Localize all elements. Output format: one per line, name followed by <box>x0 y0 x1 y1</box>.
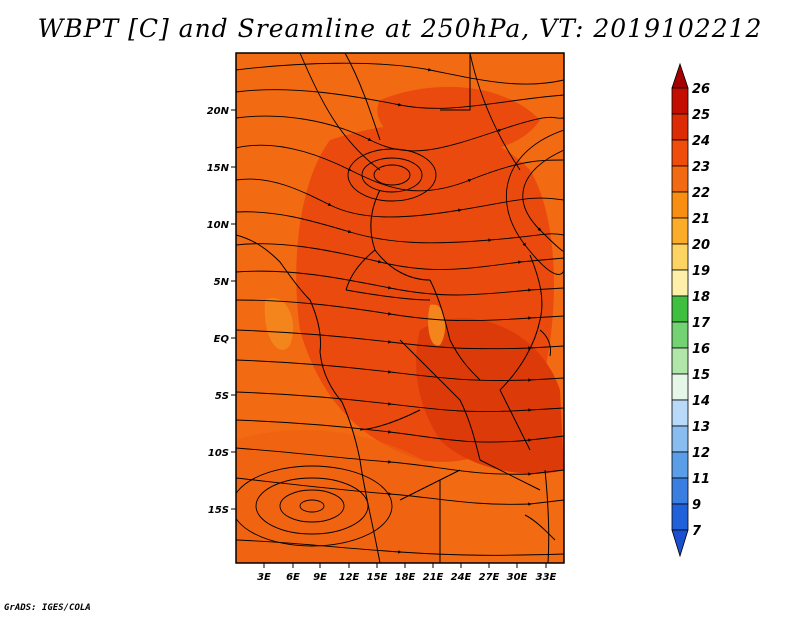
colorbar-label: 17 <box>692 316 711 331</box>
colorbar-top-arrow <box>671 62 689 89</box>
colorbar-swatch <box>671 477 689 505</box>
lat-label: 5N <box>214 277 230 288</box>
country-borders <box>236 53 556 563</box>
map-frame <box>235 52 565 564</box>
lon-label: 15E <box>367 572 388 583</box>
colorbar-swatch <box>671 451 689 479</box>
colorbar-label: 25 <box>692 108 710 123</box>
colorbar-swatch <box>671 87 689 115</box>
lat-label: 10N <box>207 220 230 231</box>
colorbar-swatch <box>671 243 689 271</box>
lat-label: 5S <box>215 391 229 402</box>
longitude-axis <box>263 563 547 568</box>
colorbar-swatch <box>671 217 689 245</box>
colorbar-swatch <box>671 295 689 323</box>
colorbar-label: 22 <box>692 186 710 201</box>
colorbar-label: 7 <box>692 524 702 539</box>
colorbar-swatch <box>671 165 689 193</box>
colorbar-bottom-arrow <box>671 529 689 558</box>
lon-label: 33E <box>536 572 557 583</box>
lon-label: 21E <box>423 572 444 583</box>
lon-label: 24E <box>451 572 472 583</box>
colorbar-swatch <box>671 425 689 453</box>
lon-label: 9E <box>313 572 327 583</box>
colorbar-label: 12 <box>692 446 710 461</box>
colorbar-swatch <box>671 321 689 349</box>
colorbar-label: 18 <box>692 290 710 305</box>
latitude-axis <box>231 109 236 510</box>
lon-label: 6E <box>286 572 300 583</box>
colorbar-swatch <box>671 113 689 141</box>
lon-label: 3E <box>257 572 271 583</box>
grads-credit: GrADS: IGES/COLA <box>4 603 91 613</box>
lat-label: 20N <box>207 106 230 117</box>
streamlines <box>236 53 564 556</box>
lat-label: EQ <box>214 334 230 345</box>
colorbar-label: 13 <box>692 420 710 435</box>
lat-label: 10S <box>208 448 229 459</box>
colorbar-label: 20 <box>692 238 710 253</box>
colorbar-swatch <box>671 347 689 375</box>
lon-label: 18E <box>395 572 416 583</box>
wbpt-light-patch <box>264 298 294 350</box>
colorbar-swatch <box>671 373 689 401</box>
colorbar-label: 24 <box>692 134 710 149</box>
map-panel <box>236 53 564 563</box>
colorbar-label: 14 <box>692 394 710 409</box>
colorbar-label: 16 <box>692 342 710 357</box>
colorbar-swatch <box>671 503 689 531</box>
colorbar <box>671 62 689 558</box>
colorbar-swatch <box>671 269 689 297</box>
lat-label: 15N <box>207 163 230 174</box>
colorbar-swatch <box>671 399 689 427</box>
colorbar-swatch <box>671 139 689 167</box>
colorbar-label: 19 <box>692 264 710 279</box>
lon-label: 12E <box>339 572 360 583</box>
colorbar-label: 26 <box>692 82 710 97</box>
colorbar-label: 9 <box>692 498 701 513</box>
colorbar-label: 21 <box>692 212 710 227</box>
lat-label: 15S <box>208 505 229 516</box>
lon-label: 30E <box>507 572 528 583</box>
colorbar-label: 11 <box>692 472 710 487</box>
colorbar-swatch <box>671 191 689 219</box>
map-title: WBPT [C] and Sreamline at 250hPa, VT: 20… <box>37 14 763 43</box>
lon-label: 27E <box>479 572 500 583</box>
colorbar-label: 15 <box>692 368 710 383</box>
colorbar-label: 23 <box>692 160 710 175</box>
